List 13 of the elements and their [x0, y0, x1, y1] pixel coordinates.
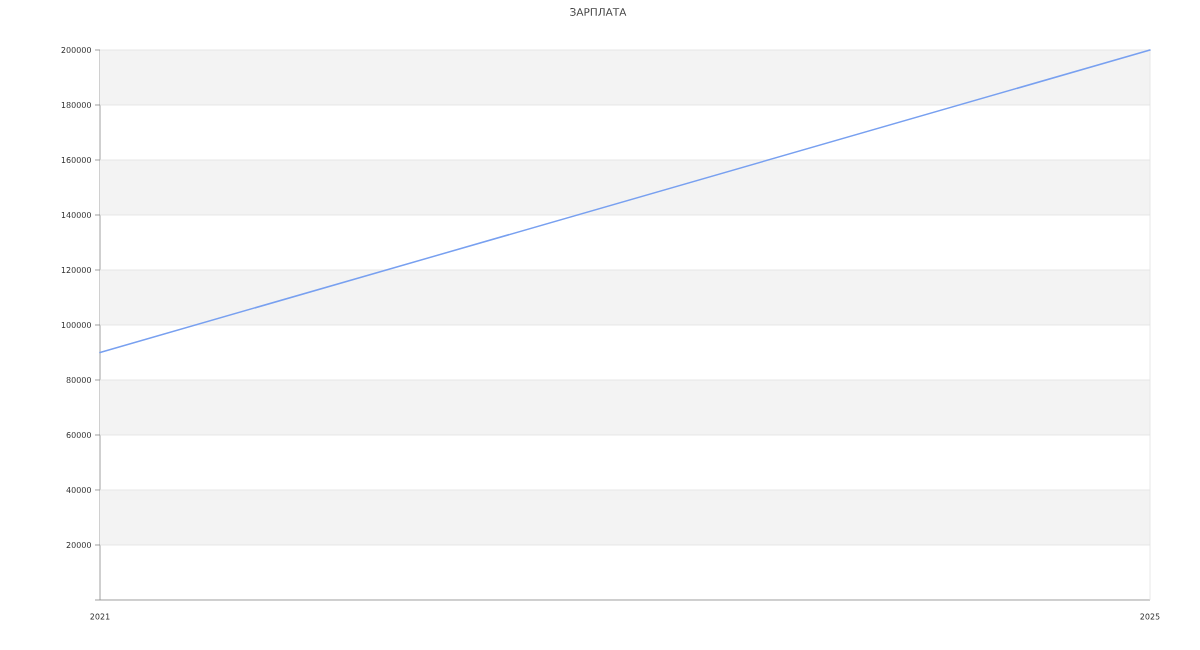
y-tick-label: 180000	[61, 101, 91, 109]
y-tick-label: 200000	[61, 46, 91, 54]
y-tick-label: 60000	[66, 431, 91, 439]
y-tick-label: 100000	[61, 321, 91, 329]
x-tick-label: 2021	[90, 613, 110, 620]
x-tick-label: 2025	[1140, 613, 1160, 620]
chart-title: ЗАРПЛАТА	[570, 8, 627, 16]
y-tick-label: 160000	[61, 156, 91, 164]
y-tick-label: 120000	[61, 266, 91, 274]
y-tick-label: 40000	[66, 486, 91, 494]
y-tick-label: 80000	[66, 376, 91, 384]
y-tick-label: 20000	[66, 541, 91, 549]
y-tick-label: 140000	[61, 211, 91, 219]
